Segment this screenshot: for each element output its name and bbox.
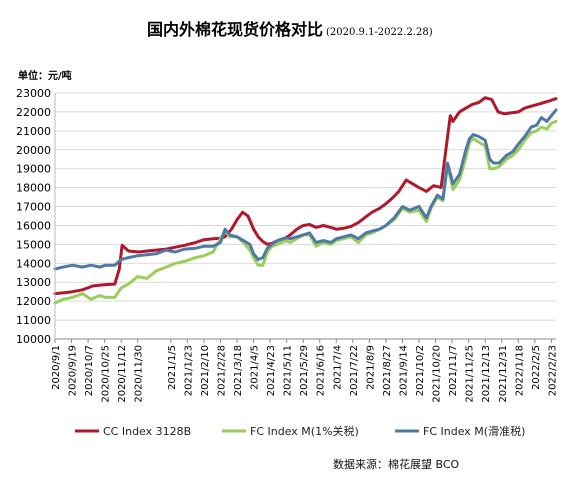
x-axis-ticks: 2020/9/1 2020/9/19 2020/10/7 2020/10/25 2020… bbox=[51, 345, 558, 403]
series-line-1 bbox=[53, 96, 558, 296]
x-tick-label: 2021/5/29 bbox=[299, 345, 310, 396]
chart-subtitle: (2020.9.1-2022.2.28) bbox=[326, 27, 433, 38]
x-tick-label: 2021/7/22 bbox=[349, 345, 360, 396]
x-tick-label: 2021/1/5 bbox=[167, 345, 178, 390]
series-line-2 bbox=[53, 119, 558, 305]
source-note: 数据来源：棉花展望 BCO bbox=[333, 457, 460, 471]
y-tick-label: 16000 bbox=[16, 219, 51, 232]
x-tick-label: 2021/11/7 bbox=[448, 345, 459, 396]
x-tick-label: 2021/8/9 bbox=[365, 345, 376, 390]
y-tick-label: 22000 bbox=[16, 106, 51, 119]
y-tick-label: 23000 bbox=[16, 87, 51, 100]
y-tick-label: 18000 bbox=[16, 182, 51, 195]
legend: CC Index 3128B FC Index M(1%关税) FC Index M… bbox=[75, 424, 525, 438]
series-line-3 bbox=[53, 108, 558, 271]
x-tick-label: 2021/2/10 bbox=[200, 345, 211, 396]
y-tick-label: 13000 bbox=[16, 276, 51, 289]
legend-label: CC Index 3128B bbox=[103, 425, 191, 438]
x-tick-label: 2020/9/1 bbox=[51, 345, 62, 390]
x-tick-label: 2022/1/18 bbox=[514, 345, 525, 396]
y-tick-label: 20000 bbox=[16, 144, 51, 157]
x-tick-label: 2021/12/13 bbox=[481, 345, 492, 403]
x-tick-label: 2021/5/11 bbox=[283, 345, 294, 396]
y-tick-label: 14000 bbox=[16, 257, 51, 270]
y-tick-label: 12000 bbox=[16, 295, 51, 308]
y-axis-ticks: 10000 11000 12000 13000 14000 15000 16000 17000… bbox=[16, 87, 51, 346]
y-tick-label: 10000 bbox=[16, 333, 51, 346]
y-tick-label: 21000 bbox=[16, 125, 51, 138]
x-tick-label: 2022/2/5 bbox=[531, 345, 542, 390]
chart-title: 国内外棉花现货价格对比 bbox=[147, 20, 323, 39]
y-tick-label: 19000 bbox=[16, 163, 51, 176]
x-tick-label: 2021/2/28 bbox=[216, 345, 227, 396]
x-tick-label: 2022/2/23 bbox=[547, 345, 558, 396]
x-tick-label: 2020/11/12 bbox=[117, 345, 128, 403]
legend-label: FC Index M(1%关税) bbox=[250, 424, 359, 438]
x-tick-label: 2020/9/19 bbox=[68, 345, 79, 396]
x-tick-label: 2020/10/25 bbox=[101, 345, 112, 403]
x-tick-label: 2020/11/30 bbox=[134, 345, 145, 403]
axes bbox=[54, 93, 556, 343]
legend-label: FC Index M(滑准税) bbox=[423, 424, 525, 438]
x-tick-label: 2021/6/16 bbox=[316, 345, 327, 396]
y-tick-label: 17000 bbox=[16, 201, 51, 214]
x-tick-label: 2021/10/2 bbox=[415, 345, 426, 396]
x-tick-label: 2021/4/5 bbox=[250, 345, 261, 390]
x-tick-label: 2021/8/27 bbox=[382, 345, 393, 396]
x-tick-label: 2021/11/25 bbox=[465, 345, 476, 403]
series-lines bbox=[53, 96, 558, 305]
x-tick-label: 2021/1/23 bbox=[183, 345, 194, 396]
unit-label: 单位：元/吨 bbox=[18, 69, 72, 82]
x-tick-label: 2021/7/4 bbox=[332, 345, 343, 390]
y-tick-label: 11000 bbox=[16, 314, 51, 327]
x-tick-label: 2021/10/20 bbox=[432, 345, 443, 403]
y-tick-label: 15000 bbox=[16, 238, 51, 251]
x-tick-label: 2021/9/14 bbox=[398, 345, 409, 396]
grid-lines bbox=[55, 92, 556, 340]
x-tick-label: 2020/10/7 bbox=[84, 345, 95, 396]
x-tick-label: 2021/4/23 bbox=[266, 345, 277, 396]
x-tick-label: 2021/3/18 bbox=[233, 345, 244, 396]
x-tick-label: 2021/12/31 bbox=[498, 345, 509, 403]
